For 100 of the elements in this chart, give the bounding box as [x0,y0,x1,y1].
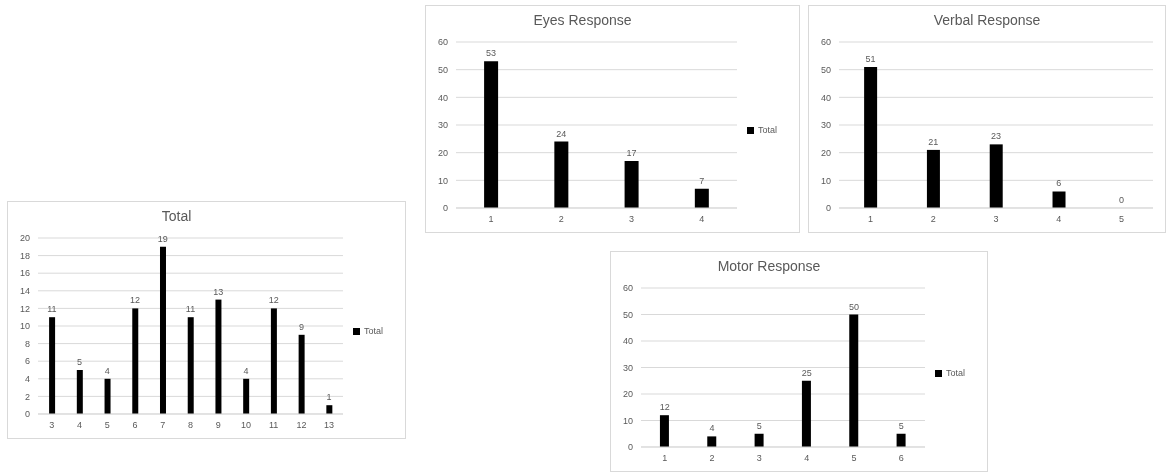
y-tick-label: 14 [19,285,30,296]
y-tick-label: 50 [622,309,633,320]
data-label: 12 [659,402,670,413]
y-tick-label: 12 [19,303,30,314]
data-label: 19 [157,233,168,244]
y-tick-label: 30 [437,120,448,131]
chart-title: Motor Response [716,258,822,276]
data-label: 4 [243,365,249,376]
x-tick-label: 13 [324,420,335,431]
x-tick-label: 4 [804,453,810,464]
x-tick-label: 2 [930,214,936,225]
bar [624,160,639,208]
x-tick-label: 7 [160,420,166,431]
data-label: 4 [104,365,110,376]
bar [243,378,250,414]
y-tick-label: 6 [24,356,30,367]
y-tick-label: 2 [24,391,30,402]
x-tick-label: 4 [699,214,705,225]
y-tick-label: 50 [437,64,448,75]
bar [926,149,940,208]
data-label: 12 [268,295,279,306]
bar [104,378,111,414]
x-tick-label: 3 [993,214,999,225]
y-tick-label: 0 [24,409,30,420]
y-tick-label: 30 [820,120,831,131]
x-tick-label: 3 [756,453,762,464]
x-tick-label: 4 [1056,214,1062,225]
y-tick-label: 20 [820,147,831,158]
bar [694,188,709,208]
x-tick-label: 8 [187,420,193,431]
bar [849,314,859,447]
x-tick-label: 3 [49,420,55,431]
data-label: 6 [1056,178,1062,189]
data-label: 9 [298,321,304,332]
y-tick-label: 20 [437,147,448,158]
bar [484,61,499,208]
data-label: 17 [626,147,637,158]
y-tick-label: 60 [820,37,831,48]
x-tick-label: 1 [488,214,494,225]
data-label: 7 [699,175,705,186]
y-tick-label: 40 [820,92,831,103]
y-tick-label: 30 [622,362,633,373]
data-label: 53 [486,48,497,59]
data-label: 13 [213,286,224,297]
y-tick-label: 10 [19,321,30,332]
data-label: 24 [556,128,567,139]
data-label: 0 [1119,195,1125,205]
data-label: 50 [848,301,859,312]
y-tick-label: 50 [820,64,831,75]
x-tick-label: 6 [898,453,904,464]
data-label: 25 [801,367,812,378]
data-label: 21 [928,136,939,147]
legend-label: Total [363,326,383,336]
data-label: 1 [326,392,332,403]
bar [554,141,569,208]
bar [76,370,83,414]
y-tick-label: 40 [437,92,448,103]
chart-title: Verbal Response [932,12,1042,30]
x-tick-label: 2 [709,453,715,464]
x-tick-label: 12 [296,420,307,431]
data-label: 11 [47,304,57,315]
x-tick-label: 5 [104,420,110,431]
x-tick-label: 5 [851,453,857,464]
bar [1052,191,1066,208]
chart-title: Eyes Response [532,12,633,30]
y-tick-label: 0 [442,203,448,214]
bar [989,144,1003,208]
bar [298,334,305,414]
bar [187,317,194,414]
bar [159,246,166,414]
data-label: 23 [990,131,1002,142]
y-tick-label: 16 [19,268,30,279]
x-tick-label: 9 [215,420,221,431]
bar [801,380,811,447]
x-tick-label: 4 [77,420,83,431]
y-tick-label: 40 [622,336,633,347]
x-tick-label: 11 [269,420,279,431]
bar [896,433,906,447]
legend-label: Total [757,125,777,135]
y-tick-label: 4 [24,373,30,384]
x-tick-label: 3 [629,214,635,225]
bar [270,308,277,414]
bar [215,299,222,414]
chart-title: Total [160,208,193,226]
y-tick-label: 10 [820,175,831,186]
y-tick-label: 60 [622,283,633,294]
y-tick-label: 0 [825,203,831,214]
legend-label: Total [945,367,965,378]
bar [49,317,56,414]
x-tick-label: 5 [1119,214,1125,225]
x-tick-label: 2 [558,214,564,225]
data-label: 5 [77,357,83,367]
y-tick-label: 60 [437,37,448,48]
y-tick-label: 20 [19,233,30,244]
y-tick-label: 0 [627,442,633,453]
bar [754,433,764,447]
bar [132,308,139,414]
data-label: 12 [130,295,141,306]
y-tick-label: 18 [19,250,30,261]
bar [326,405,333,414]
